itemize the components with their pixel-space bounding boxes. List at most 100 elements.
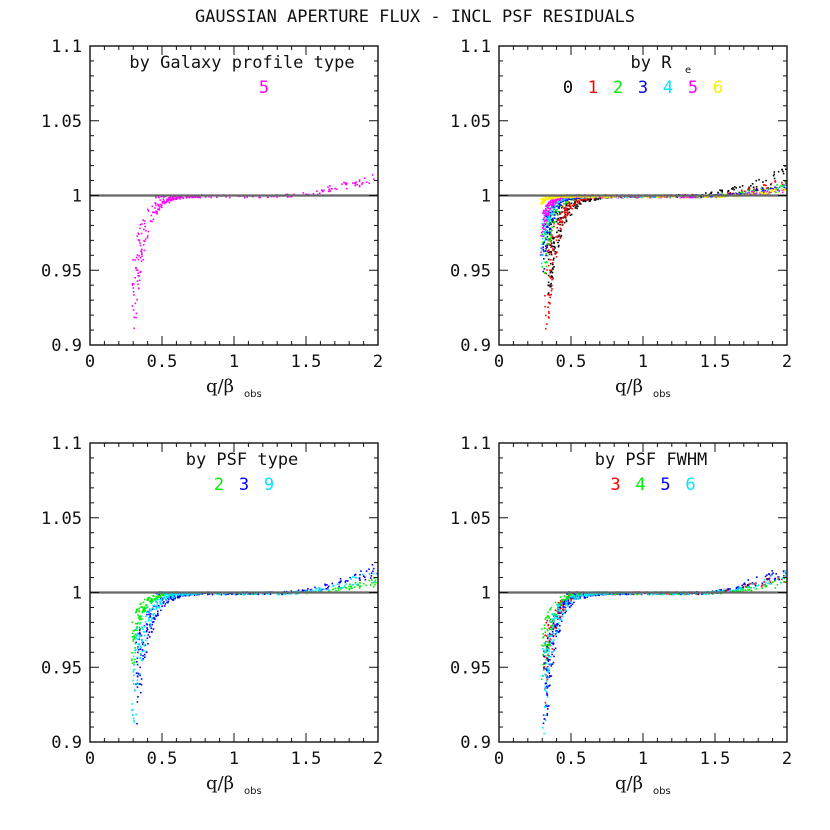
series-5-point	[559, 612, 561, 615]
y-tick-label: 1.1	[51, 434, 82, 454]
series-9-point	[148, 616, 150, 619]
series-6-point	[770, 190, 772, 193]
series-3-point	[543, 650, 545, 653]
series-4-point	[677, 593, 680, 595]
series-4-point	[547, 646, 549, 648]
series-9-point	[142, 631, 145, 633]
series-6-point	[756, 585, 758, 587]
series-1-point	[551, 284, 553, 287]
series-5-point	[192, 196, 195, 198]
series-3-point	[167, 600, 170, 603]
series-4-point	[541, 249, 543, 251]
series-3-point	[139, 666, 141, 669]
series-5-point	[179, 195, 181, 198]
series-4-point	[547, 218, 549, 221]
series-3-point	[768, 578, 770, 580]
series-3-point	[139, 674, 141, 677]
series-5-point	[167, 200, 169, 203]
series-3-point	[201, 593, 204, 595]
series-4-point	[559, 601, 562, 604]
series-2-point	[541, 266, 544, 268]
series-4-point	[546, 616, 548, 619]
series-3-point	[546, 231, 548, 234]
series-2-point	[134, 647, 136, 649]
series-3-point	[136, 722, 138, 725]
series-5-point	[563, 602, 566, 604]
series-6-point	[559, 195, 562, 198]
series-6-point	[607, 593, 610, 595]
series-0-point	[564, 214, 567, 216]
series-3-point	[544, 634, 547, 636]
series-3-point	[544, 250, 547, 252]
series-9-point	[376, 573, 378, 576]
series-5-point	[630, 196, 632, 198]
series-4-point	[550, 621, 552, 623]
series-9-point	[152, 607, 154, 610]
legend-entry-3: 3	[638, 78, 648, 98]
y-tick-label: 0.95	[450, 261, 491, 281]
series-4-point	[559, 604, 562, 606]
series-5-point	[368, 182, 370, 184]
series-1-point	[552, 261, 554, 264]
series-4-point	[544, 225, 546, 227]
series-6-point	[542, 648, 544, 650]
series-0-point	[752, 186, 755, 189]
series-6-point	[578, 195, 581, 198]
series-3-point	[559, 203, 561, 206]
series-0-point	[556, 213, 559, 215]
series-5-point	[225, 196, 227, 198]
series-4-point	[546, 615, 549, 617]
series-1-point	[747, 188, 750, 191]
series-5-point	[552, 202, 554, 205]
series-6-point	[550, 639, 553, 641]
series-6-point	[774, 189, 777, 192]
series-3-point	[169, 596, 172, 598]
series-5-point	[155, 196, 157, 199]
series-2-point	[549, 239, 551, 242]
series-5-point	[548, 663, 551, 666]
series-5-point	[157, 208, 159, 210]
series-5-point	[756, 576, 758, 578]
series-1-point	[547, 301, 550, 304]
series-6-point	[547, 648, 550, 651]
series-1-point	[559, 212, 562, 215]
series-9-point	[168, 595, 170, 597]
series-5-point	[154, 207, 156, 209]
series-4-point	[747, 589, 750, 591]
series-5-point	[697, 593, 700, 596]
series-6-point	[602, 196, 604, 198]
series-5-point	[771, 570, 773, 572]
series-1-point	[547, 310, 550, 313]
series-1-point	[564, 212, 566, 214]
series-4-point	[652, 196, 655, 198]
series-2-point	[158, 596, 161, 598]
series-2-point	[761, 188, 763, 191]
series-9-point	[136, 627, 139, 629]
series-2-point	[573, 199, 575, 202]
series-3-point	[149, 613, 152, 615]
series-5-point	[162, 198, 165, 201]
series-6-point	[558, 196, 560, 199]
series-1-point	[739, 192, 741, 194]
series-0-point	[733, 188, 735, 191]
series-3-point	[562, 604, 565, 607]
series-0-point	[758, 178, 760, 181]
series-9-point	[328, 589, 330, 591]
series-6-point	[566, 603, 568, 605]
series-2-point	[349, 583, 351, 585]
series-6-point	[655, 195, 658, 198]
series-6-point	[544, 199, 546, 201]
series-5-point	[550, 675, 553, 677]
series-5-point	[554, 647, 557, 650]
series-4-point	[712, 593, 714, 595]
x-tick-label: 1.5	[291, 749, 322, 769]
series-3-point	[546, 235, 549, 238]
series-6-point	[751, 583, 754, 585]
series-5-point	[132, 291, 135, 293]
points-layer	[540, 560, 787, 735]
series-5-point	[144, 238, 147, 240]
series-3-point	[543, 241, 546, 244]
series-4-point	[636, 593, 639, 596]
series-4-point	[544, 618, 547, 620]
series-5-point	[747, 579, 750, 581]
